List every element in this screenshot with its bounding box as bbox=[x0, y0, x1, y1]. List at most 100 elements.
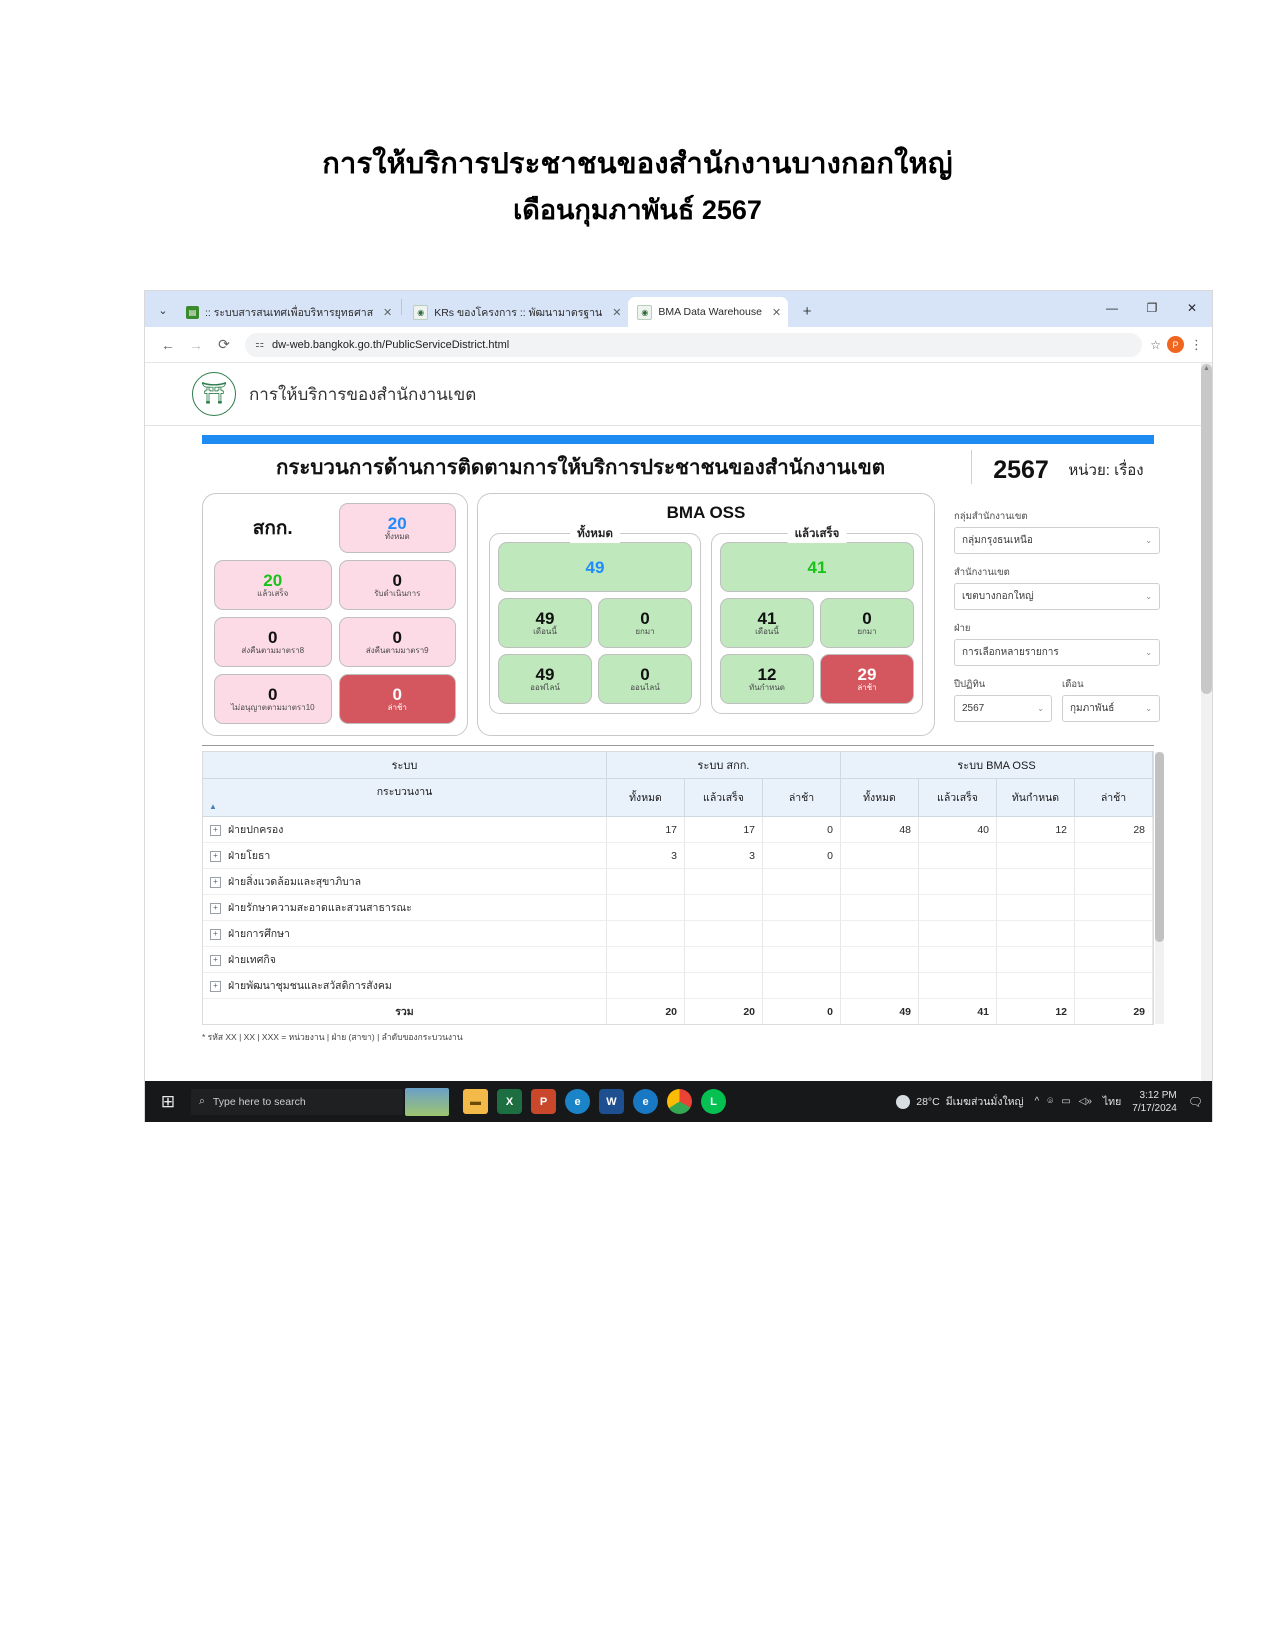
folder-icon[interactable]: ▬ bbox=[463, 1089, 488, 1114]
kpi-skk-inprogress[interactable]: 0 รับดำเนินการ bbox=[338, 560, 456, 610]
kpi-oss-done-thismonth[interactable]: 41 เดือนนี้ bbox=[720, 598, 814, 648]
table-col-skk-delayed[interactable]: ล่าช้า bbox=[762, 778, 841, 817]
browser-tab-3[interactable]: ◉ BMA Data Warehouse ✕ bbox=[628, 297, 789, 327]
word-icon[interactable]: W bbox=[599, 1089, 624, 1114]
table-cell-name[interactable]: + ฝ่ายรักษาความสะอาดและสวนสาธารณะ bbox=[203, 894, 607, 921]
excel-icon[interactable]: X bbox=[497, 1089, 522, 1114]
ie-icon[interactable]: e bbox=[633, 1089, 658, 1114]
table-cell-name[interactable]: + ฝ่ายโยธา bbox=[203, 842, 607, 869]
table-col-oss-ontime[interactable]: ทันกำหนด bbox=[996, 778, 1075, 817]
bluetooth-icon[interactable]: ⌾ bbox=[1047, 1096, 1054, 1107]
forward-icon[interactable]: → bbox=[189, 336, 203, 353]
table-scrollbar[interactable] bbox=[1155, 752, 1164, 1024]
kpi-skk-denied-sec10[interactable]: 0 ไม่อนุญาตตามมาตรา10 bbox=[214, 674, 332, 724]
table-cell-name[interactable]: + ฝ่ายปกครอง bbox=[203, 816, 607, 843]
show-hidden-icons-icon[interactable]: ^ bbox=[1034, 1096, 1040, 1107]
expand-icon[interactable]: + bbox=[210, 877, 221, 888]
expand-icon[interactable]: + bbox=[210, 981, 221, 992]
list-all-tabs-icon[interactable]: ⌄ bbox=[158, 304, 168, 317]
sort-ascending-icon[interactable]: ▲ bbox=[209, 802, 217, 811]
line-icon[interactable]: L bbox=[701, 1089, 726, 1114]
kpi-oss-done-delayed[interactable]: 29 ล่าช้า bbox=[820, 654, 914, 704]
weather-widget[interactable]: 28°C มีเมฆส่วนมั่งใหญ่ bbox=[896, 1093, 1023, 1110]
back-icon[interactable]: ← bbox=[161, 336, 175, 353]
avatar[interactable]: P bbox=[1167, 336, 1184, 353]
start-button[interactable]: ⊞ bbox=[160, 1091, 176, 1111]
table-row[interactable]: + ฝ่ายสิ่งแวดล้อมและสุขาภิบาล bbox=[203, 868, 1153, 895]
table-row[interactable]: + ฝ่ายการศึกษา bbox=[203, 920, 1153, 947]
language-indicator[interactable]: ไทย bbox=[1102, 1096, 1122, 1108]
kpi-oss-done-carryover[interactable]: 0 ยกมา bbox=[820, 598, 914, 648]
kpi-skk-done[interactable]: 20 แล้วเสร็จ bbox=[214, 560, 332, 610]
kpi-skk-total[interactable]: 20 ทั้งหมด bbox=[338, 503, 456, 553]
site-header-title: การให้บริการของสำนักงานเขต bbox=[249, 384, 477, 404]
filter-select-division[interactable]: การเลือกหลายรายการ ⌄ bbox=[954, 639, 1160, 666]
minimize-button[interactable]: — bbox=[1106, 301, 1118, 315]
task-view-thumbnail[interactable] bbox=[405, 1087, 449, 1116]
kpi-skk-delayed[interactable]: 0 ล่าช้า bbox=[338, 674, 456, 724]
close-icon[interactable]: ✕ bbox=[771, 306, 782, 319]
close-window-button[interactable]: ✕ bbox=[1186, 301, 1198, 315]
powerpoint-icon[interactable]: P bbox=[531, 1089, 556, 1114]
table-cell bbox=[684, 972, 763, 999]
kpi-oss-total-offline[interactable]: 49 ออฟไลน์ bbox=[498, 654, 592, 704]
bookmark-icon[interactable]: ☆ bbox=[1150, 337, 1161, 352]
expand-icon[interactable]: + bbox=[210, 955, 221, 966]
table-col-skk-total[interactable]: ทั้งหมด bbox=[606, 778, 685, 817]
table-cell-name[interactable]: + ฝ่ายพัฒนาชุมชนและสวัสดิการสังคม bbox=[203, 972, 607, 999]
table-cell-name[interactable]: + ฝ่ายสิ่งแวดล้อมและสุขาภิบาล bbox=[203, 868, 607, 895]
taskbar-search-box[interactable]: ⌕ Type here to search bbox=[191, 1088, 403, 1115]
table-col-oss-total[interactable]: ทั้งหมด bbox=[840, 778, 919, 817]
chrome-icon[interactable] bbox=[667, 1089, 692, 1114]
volume-icon[interactable]: ◁» bbox=[1078, 1096, 1092, 1107]
expand-icon[interactable]: + bbox=[210, 851, 221, 862]
browser-tab-1[interactable]: ▤ :: ระบบสารสนเทศเพื่อบริหารยุทธศาส ✕ bbox=[177, 297, 399, 327]
expand-icon[interactable]: + bbox=[210, 825, 221, 836]
site-settings-icon[interactable]: ⚏ bbox=[255, 339, 264, 350]
table-row[interactable]: + ฝ่ายโยธา 3 3 0 bbox=[203, 842, 1153, 869]
table-cell bbox=[996, 946, 1075, 973]
table-row[interactable]: + ฝ่ายเทศกิจ bbox=[203, 946, 1153, 973]
table-row[interactable]: + ฝ่ายพัฒนาชุมชนและสวัสดิการสังคม bbox=[203, 972, 1153, 999]
expand-icon[interactable]: + bbox=[210, 903, 221, 914]
edge-icon[interactable]: e bbox=[565, 1089, 590, 1114]
kpi-oss-total-carryover[interactable]: 0 ยกมา bbox=[598, 598, 692, 648]
filter-select-month[interactable]: กุมภาพันธ์ ⌄ bbox=[1062, 695, 1160, 722]
table-cell-name[interactable]: + ฝ่ายเทศกิจ bbox=[203, 946, 607, 973]
kpi-oss-done-ontime[interactable]: 12 ทันกำหนด bbox=[720, 654, 814, 704]
kpi-oss-done-main[interactable]: 41 bbox=[720, 542, 914, 592]
address-bar[interactable]: ⚏ dw-web.bangkok.go.th/PublicServiceDist… bbox=[245, 332, 1143, 357]
filter-select-year[interactable]: 2567 ⌄ bbox=[954, 695, 1052, 722]
table-col-oss-done[interactable]: แล้วเสร็จ bbox=[918, 778, 997, 817]
kpi-skk-return-sec8[interactable]: 0 ส่งคืนตามมาตรา8 bbox=[214, 617, 332, 667]
notification-icon[interactable]: 🗨 bbox=[1187, 1094, 1203, 1109]
table-col-process[interactable]: กระบวนงาน ▲ bbox=[203, 778, 607, 817]
kpi-skk-return-sec9[interactable]: 0 ส่งคืนตามมาตรา9 bbox=[338, 617, 456, 667]
clock-date: 7/17/2024 bbox=[1132, 1102, 1177, 1114]
browser-tab-2[interactable]: ◉ KRs ของโครงการ :: พัฒนามาตรฐาน ✕ bbox=[404, 297, 628, 327]
browser-toolbar: ← → ⟳ ⚏ dw-web.bangkok.go.th/PublicServi… bbox=[145, 327, 1212, 363]
browser-menu-icon[interactable]: ⋮ bbox=[1190, 336, 1203, 352]
filter-value: กุมภาพันธ์ bbox=[1070, 703, 1115, 714]
table-col-skk-done[interactable]: แล้วเสร็จ bbox=[684, 778, 763, 817]
close-icon[interactable]: ✕ bbox=[612, 306, 622, 319]
table-body: + ฝ่ายปกครอง 17 17 0 48 40 12 28 + ฝ่ายโยธ… bbox=[203, 816, 1153, 1024]
filter-select-district[interactable]: เขตบางกอกใหญ่ ⌄ bbox=[954, 583, 1160, 610]
expand-icon[interactable]: + bbox=[210, 929, 221, 940]
clock[interactable]: 3:12 PM 7/17/2024 bbox=[1132, 1089, 1177, 1115]
table-row[interactable]: + ฝ่ายรักษาความสะอาดและสวนสาธารณะ bbox=[203, 894, 1153, 921]
table-col-oss-delayed[interactable]: ล่าช้า bbox=[1074, 778, 1153, 817]
network-icon[interactable]: ▭ bbox=[1061, 1096, 1071, 1107]
close-icon[interactable]: ✕ bbox=[383, 306, 393, 319]
table-row[interactable]: + ฝ่ายปกครอง 17 17 0 48 40 12 28 bbox=[203, 816, 1153, 843]
filter-select-district-group[interactable]: กลุ่มกรุงธนเหนือ ⌄ bbox=[954, 527, 1160, 554]
page-scrollbar[interactable]: ▲ ▼ bbox=[1201, 363, 1212, 1122]
reload-icon[interactable]: ⟳ bbox=[218, 336, 230, 352]
new-tab-button[interactable]: + bbox=[802, 302, 812, 320]
kpi-oss-total-main[interactable]: 49 bbox=[498, 542, 692, 592]
scroll-up-icon[interactable]: ▲ bbox=[1203, 365, 1210, 372]
maximize-button[interactable]: ❐ bbox=[1146, 301, 1158, 315]
table-cell-name[interactable]: + ฝ่ายการศึกษา bbox=[203, 920, 607, 947]
kpi-oss-total-thismonth[interactable]: 49 เดือนนี้ bbox=[498, 598, 592, 648]
kpi-oss-total-online[interactable]: 0 ออนไลน์ bbox=[598, 654, 692, 704]
